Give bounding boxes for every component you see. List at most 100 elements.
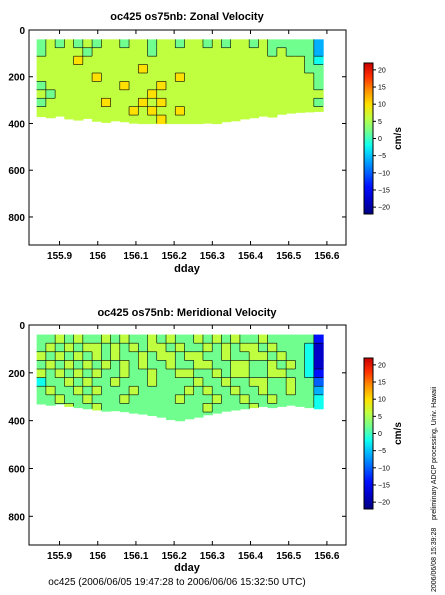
heatmap-cell	[166, 56, 176, 66]
y-tick-label: 400	[8, 119, 25, 130]
heatmap-cell	[138, 343, 149, 353]
heatmap-cell	[129, 89, 139, 99]
heatmap-cell	[73, 39, 84, 49]
heatmap-cell	[249, 334, 259, 344]
heatmap-cell	[101, 386, 112, 396]
heatmap-cell	[55, 403, 65, 405]
heatmap-cell	[166, 394, 176, 405]
heatmap-cell	[55, 386, 65, 396]
heatmap-cell	[212, 47, 223, 57]
heatmap-cell	[45, 81, 56, 91]
heatmap-cell	[239, 360, 250, 370]
heatmap-cell	[175, 115, 186, 125]
heatmap-cell	[313, 39, 324, 49]
heatmap-cell	[166, 89, 176, 99]
heatmap-cell	[55, 64, 65, 74]
heatmap-cell	[55, 343, 65, 353]
heatmap-cell	[286, 394, 296, 405]
heatmap-cell	[230, 81, 241, 91]
heatmap-cell	[175, 386, 186, 396]
heatmap-cell	[258, 343, 269, 353]
heatmap-cell	[36, 98, 47, 108]
heatmap-cell	[184, 343, 195, 353]
heatmap-cell	[175, 81, 186, 91]
heatmap-cell	[166, 360, 176, 370]
heatmap-cell	[138, 56, 149, 66]
x-axis: 155.9 156 156.1 156.2 156.3 156.4 156.5 156.6	[47, 325, 340, 562]
heatmap-cell	[184, 81, 195, 91]
heatmap-cell	[82, 73, 93, 83]
heatmap-cell	[175, 377, 186, 387]
colorbar-tick-label: 15	[378, 380, 386, 387]
heatmap-cell	[166, 386, 176, 396]
figure-footer: oc425 (2006/06/05 19:47:28 to 2006/06/06…	[48, 577, 305, 588]
heatmap-cell	[55, 39, 65, 49]
heatmap-cell	[249, 343, 259, 353]
heatmap-cell	[73, 369, 84, 379]
heatmap-cell	[276, 81, 287, 91]
y-tick-label: 600	[8, 464, 25, 475]
heatmap-cell	[73, 334, 84, 344]
heatmap-cell	[184, 89, 195, 99]
heatmap-cell	[258, 47, 269, 57]
heatmap-cell	[45, 377, 56, 387]
x-axis-label: dday	[174, 562, 201, 574]
heatmap-cell	[55, 47, 65, 57]
heatmap-cell	[313, 351, 324, 361]
heatmap-cell	[92, 394, 102, 405]
heatmap-cell	[193, 115, 204, 125]
heatmap-cell	[129, 47, 139, 57]
colorbar-label: cm/s	[393, 422, 404, 445]
heatmap-cell	[55, 369, 65, 379]
heatmap-cell	[239, 106, 250, 116]
colorbar-tick-label: 15	[378, 85, 386, 92]
x-tick-label: 156.6	[314, 551, 339, 562]
heatmap-cell	[267, 64, 278, 74]
heatmap-cell	[166, 81, 176, 91]
heatmap-cell	[82, 56, 93, 66]
heatmap-cell	[267, 360, 278, 370]
heatmap-cell	[129, 81, 139, 91]
heatmap-cell	[36, 377, 47, 387]
heatmap-cell	[36, 73, 47, 83]
heatmap-cell	[36, 394, 47, 405]
heatmap-cell	[175, 351, 186, 361]
heatmap-cell	[147, 386, 158, 396]
heatmap-cell	[249, 56, 259, 66]
heatmap-cell	[110, 81, 121, 91]
heatmap-cell	[184, 412, 195, 420]
heatmap-cell	[212, 89, 223, 99]
heatmap-cell	[82, 115, 93, 119]
heatmap-cell	[193, 47, 204, 57]
heatmap-cell	[212, 98, 223, 108]
heatmap-cell	[295, 377, 306, 387]
heatmap-cell	[175, 106, 186, 116]
x-tick-label: 156.4	[238, 251, 263, 262]
heatmap-cell	[249, 98, 259, 108]
heatmap-cell	[249, 115, 259, 119]
heatmap-cell	[110, 39, 121, 49]
heatmap-cell	[239, 47, 250, 57]
heatmap-cell	[313, 403, 324, 410]
heatmap-cell	[101, 115, 112, 123]
heatmap-cell	[221, 343, 232, 353]
heatmap-cell	[175, 64, 186, 74]
heatmap-cell	[129, 351, 139, 361]
x-tick-label: 156.5	[276, 551, 301, 562]
heatmap-cell	[101, 403, 112, 412]
heatmap-cell	[82, 377, 93, 387]
heatmap-cell	[119, 351, 130, 361]
heatmap-cell	[92, 403, 102, 411]
heatmap-cell	[45, 334, 56, 344]
colorbar-tick-label: −15	[378, 482, 390, 489]
heatmap-cell	[230, 394, 241, 405]
heatmap-cell	[202, 81, 213, 91]
heatmap-cell	[73, 403, 84, 409]
heatmap-cell	[184, 39, 195, 49]
heatmap-cell	[276, 56, 287, 66]
heatmap-cell	[119, 403, 130, 413]
heatmap-cell	[82, 394, 93, 405]
x-tick-label: 156.1	[123, 551, 148, 562]
heatmap-cell	[276, 73, 287, 83]
heatmap-cell	[82, 343, 93, 353]
